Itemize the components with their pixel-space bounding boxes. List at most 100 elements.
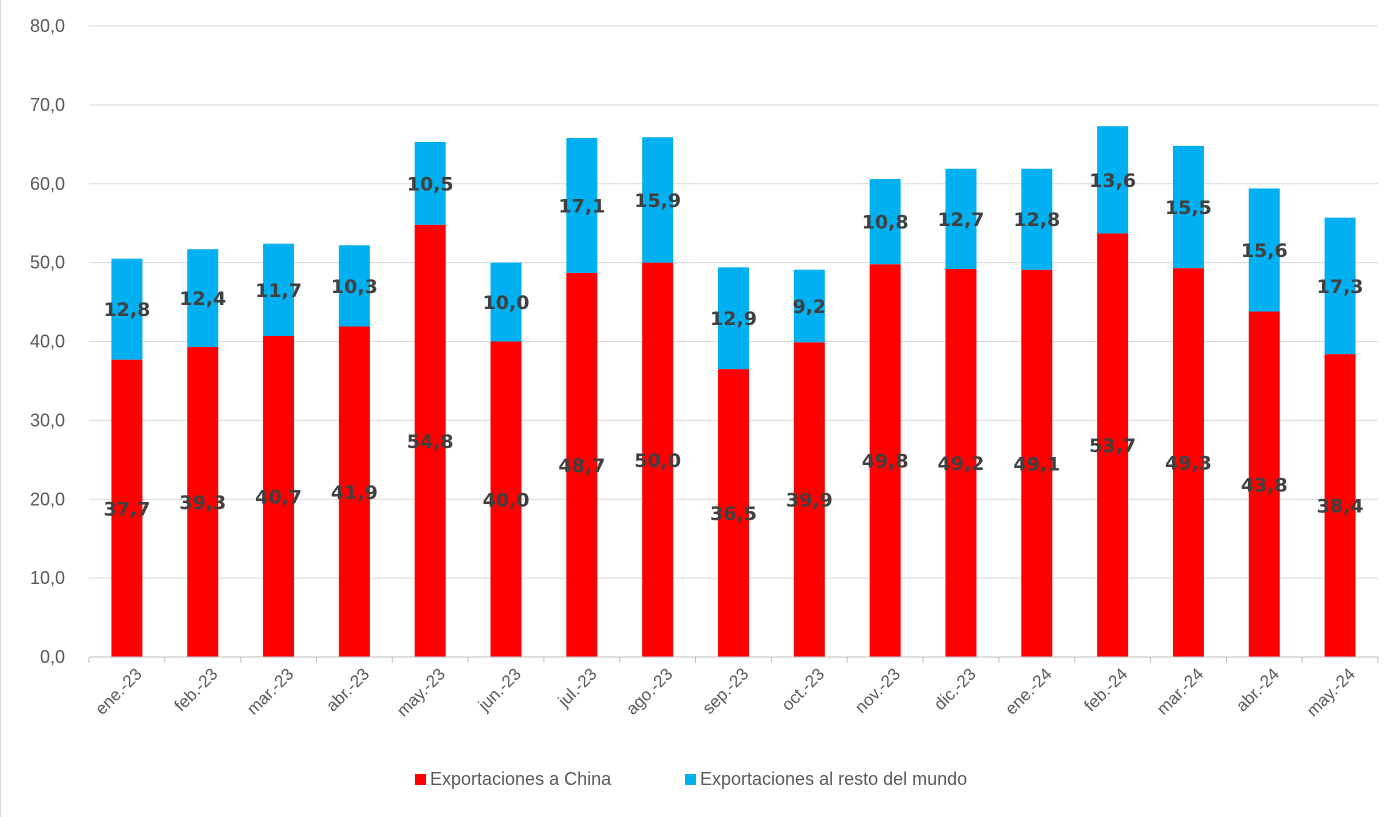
bar-china (490, 341, 522, 657)
bar-rest-of-world (414, 141, 446, 225)
y-tick-label: 50,0 (30, 253, 65, 273)
bar-china (338, 326, 370, 657)
x-tick-label: jun.-23 (474, 664, 525, 715)
data-label: 17,3 (1317, 276, 1364, 298)
x-tick-label: jul.-23 (554, 664, 601, 711)
x-tick-label: abr.-23 (322, 664, 373, 715)
x-tick-label: ene.-23 (92, 664, 146, 718)
legend-swatch-rest-of-world (685, 774, 696, 785)
bar-china (111, 359, 143, 657)
data-label: 9,2 (792, 296, 826, 318)
bar-rest-of-world (945, 168, 977, 269)
bar-china (1172, 268, 1204, 657)
data-label: 39,9 (786, 490, 833, 512)
data-label: 49,2 (938, 453, 985, 475)
x-tick-label: abr.-24 (1232, 664, 1283, 715)
bar-china (187, 347, 219, 657)
y-tick-label: 40,0 (30, 332, 65, 352)
x-tick-label: may.-24 (1303, 664, 1359, 720)
data-label: 17,1 (558, 195, 605, 217)
data-label: 39,3 (179, 492, 226, 514)
bar-rest-of-world (869, 179, 901, 265)
y-tick-label: 30,0 (30, 410, 65, 430)
x-tick-label: sep.-23 (699, 664, 753, 718)
x-axis: ene.-23 feb.-23 mar.-23 abr.-23 may.-23 jun.-… (88, 656, 1379, 720)
bar-rest-of-world (1248, 188, 1280, 312)
data-label: 10,5 (407, 173, 454, 195)
data-label: 12,7 (938, 209, 985, 231)
x-tick-label: dic.-23 (930, 664, 980, 714)
data-label: 50,0 (634, 450, 681, 472)
y-tick-label: 60,0 (30, 174, 65, 194)
bar-rest-of-world (1172, 145, 1204, 269)
data-label: 12,4 (179, 288, 226, 310)
x-tick-label: ene.-24 (1001, 664, 1055, 718)
bar-rest-of-world (793, 269, 825, 343)
bar-rest-of-world (566, 138, 598, 273)
bar-china (642, 262, 674, 657)
data-label: 40,0 (483, 489, 530, 511)
data-label: 38,4 (1317, 496, 1364, 518)
bar-china (1097, 233, 1129, 657)
bar-china (945, 268, 977, 657)
data-label: 10,0 (483, 292, 530, 314)
y-tick-label: 10,0 (30, 568, 65, 588)
x-tick-label: oct.-23 (778, 664, 828, 714)
bar-rest-of-world (718, 267, 749, 370)
bar-china (793, 342, 825, 657)
data-label: 11,7 (255, 280, 302, 302)
data-label: 15,5 (1165, 197, 1212, 219)
bar-china (1324, 354, 1356, 657)
data-label: 36,5 (710, 503, 757, 525)
x-tick-label: feb.-24 (1081, 664, 1132, 715)
data-label: 48,7 (558, 455, 605, 477)
data-label: 49,3 (1165, 453, 1212, 475)
data-labels: 37,7 12,8 39,3 12,4 40,7 11,7 41,9 10,3 54,8 10,5… (103, 170, 1363, 525)
x-tick-label: mar.-24 (1153, 664, 1207, 718)
bar-rest-of-world (263, 243, 295, 336)
bar-rest-of-world (338, 245, 370, 327)
bars (111, 126, 1356, 657)
data-label: 49,8 (862, 451, 909, 473)
y-tick-label: 0,0 (40, 647, 65, 667)
legend-swatch-china (415, 774, 426, 785)
bar-china (566, 272, 598, 657)
bar-rest-of-world (1021, 168, 1053, 270)
x-tick-label: feb.-23 (171, 664, 222, 715)
legend-label-china: Exportaciones a China (430, 769, 612, 789)
data-label: 49,1 (1013, 453, 1060, 475)
y-tick-label: 70,0 (30, 95, 65, 115)
bar-rest-of-world (642, 137, 674, 263)
x-tick-label: nov.-23 (851, 664, 904, 717)
x-tick-label: mar.-23 (243, 664, 297, 718)
data-label: 12,9 (710, 308, 757, 330)
y-tick-label: 80,0 (30, 16, 65, 36)
data-label: 43,8 (1241, 474, 1288, 496)
x-tick-label: may.-23 (393, 664, 449, 720)
data-label: 10,3 (331, 276, 378, 298)
bar-china (414, 224, 446, 657)
bar-rest-of-world (1097, 126, 1129, 234)
bar-china (718, 369, 749, 657)
data-label: 13,6 (1089, 170, 1136, 192)
bar-rest-of-world (111, 258, 143, 360)
bar-china (263, 335, 295, 657)
data-label: 12,8 (103, 299, 150, 321)
bar-china (869, 264, 901, 657)
data-label: 54,8 (407, 431, 454, 453)
legend-label-rest-of-world: Exportaciones al resto del mundo (700, 769, 967, 789)
data-label: 15,6 (1241, 240, 1288, 262)
data-label: 40,7 (255, 486, 302, 508)
bar-china (1248, 311, 1280, 657)
bar-rest-of-world (187, 249, 219, 348)
bar-china (1021, 269, 1053, 657)
bar-rest-of-world (1324, 217, 1356, 355)
data-label: 12,8 (1013, 209, 1060, 231)
y-axis-ticks: 0,0 10,0 20,0 30,0 40,0 50,0 60,0 70,0 80,0 (30, 16, 65, 667)
data-label: 37,7 (103, 498, 150, 520)
bar-rest-of-world (490, 262, 522, 342)
data-label: 15,9 (634, 190, 681, 212)
data-label: 10,8 (862, 212, 909, 234)
